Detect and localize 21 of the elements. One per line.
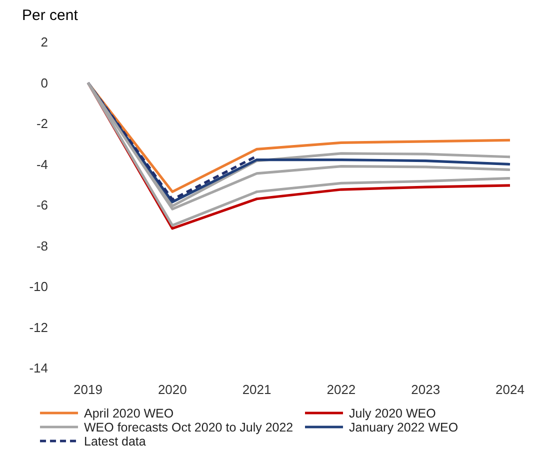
legend-label: January 2022 WEO	[349, 420, 458, 434]
x-tick-label: 2023	[411, 382, 440, 397]
legend-label: Latest data	[84, 434, 146, 448]
x-tick-label: 2022	[326, 382, 356, 397]
y-tick-label: -2	[36, 116, 48, 132]
legend-label: WEO forecasts Oct 2020 to July 2022	[84, 420, 294, 434]
x-tick-label: 2024	[496, 382, 524, 397]
y-tick-label: -6	[36, 198, 48, 213]
x-tick-label: 2020	[158, 382, 187, 397]
y-tick-label: -10	[29, 279, 48, 294]
legend-label: April 2020 WEO	[84, 406, 174, 420]
y-tick-label: -4	[36, 156, 48, 172]
x-tick-label: 2021	[242, 382, 272, 397]
y-axis-title: Per cent	[22, 7, 79, 24]
y-tick-label: -8	[36, 238, 48, 254]
legend-label: July 2020 WEO	[349, 406, 436, 420]
x-tick-label: 2019	[74, 382, 102, 397]
y-tick-label: -14	[29, 360, 48, 376]
y-tick-label: 0	[40, 75, 48, 90]
y-tick-label: -12	[29, 320, 48, 335]
y-tick-label: 2	[40, 34, 48, 50]
